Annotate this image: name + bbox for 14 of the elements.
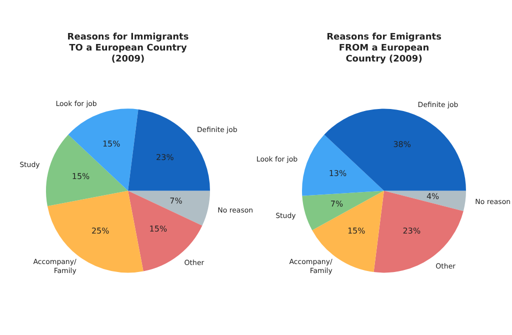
data-label: 23% [156, 153, 174, 162]
data-label: 15% [102, 139, 121, 148]
data-label: 15% [347, 226, 366, 236]
data-label: 15% [72, 172, 90, 182]
data-label: 25% [91, 226, 110, 236]
data-label: 7% [330, 200, 344, 209]
data-label: 4% [426, 192, 440, 201]
data-label: 15% [149, 224, 168, 234]
chart-title: Reasons for Immigrants TO a European Country (2009) [67, 32, 189, 64]
data-label: 7% [170, 196, 183, 206]
data-label: 38% [393, 140, 412, 150]
data-label: 13% [328, 169, 347, 178]
chart-title: Reasons for Emigrants FROM a European Country (2009) [326, 32, 442, 64]
data-label: 23% [402, 226, 421, 236]
